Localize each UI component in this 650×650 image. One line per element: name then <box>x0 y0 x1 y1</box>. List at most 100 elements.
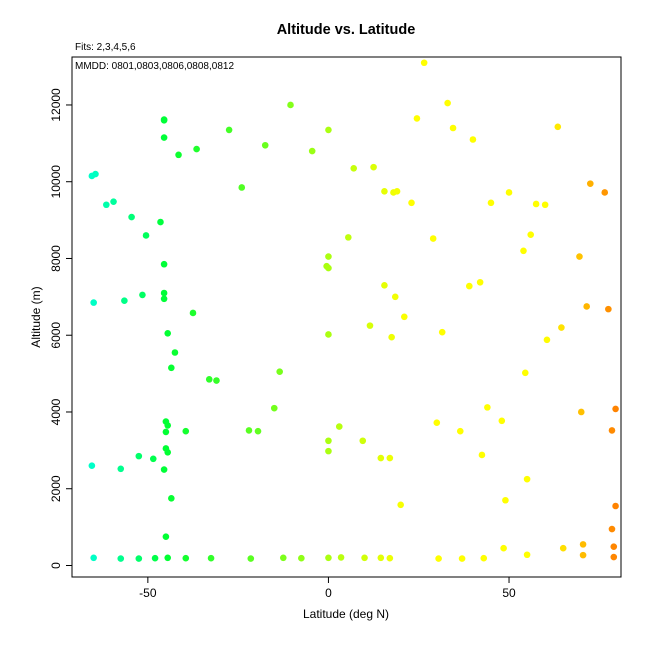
data-point <box>500 544 507 552</box>
data-point <box>103 201 110 209</box>
data-point <box>225 126 233 134</box>
data-point <box>337 554 345 561</box>
data-point <box>381 282 388 289</box>
data-point <box>558 324 565 331</box>
data-point <box>121 297 128 304</box>
data-point <box>325 554 332 562</box>
data-point <box>498 417 506 425</box>
data-point <box>386 454 394 462</box>
data-point <box>605 305 612 313</box>
data-point <box>207 554 215 562</box>
data-point <box>543 336 551 344</box>
data-point <box>128 213 135 221</box>
data-point <box>350 164 358 172</box>
data-point <box>476 278 484 286</box>
data-point <box>160 295 168 303</box>
data-point <box>444 99 451 107</box>
data-point <box>325 447 332 455</box>
data-point <box>449 124 457 132</box>
data-point <box>478 451 486 459</box>
data-point <box>164 330 172 337</box>
data-point <box>171 349 179 356</box>
data-point <box>245 427 253 434</box>
data-point <box>391 293 399 301</box>
data-point <box>576 253 583 260</box>
data-point <box>541 201 549 209</box>
data-point <box>377 454 385 462</box>
data-point <box>151 554 159 562</box>
data-points <box>88 59 619 562</box>
data-point <box>279 554 287 562</box>
data-point <box>117 555 125 562</box>
data-point <box>579 541 587 548</box>
y-tick-label: 12000 <box>49 88 63 122</box>
data-point <box>135 452 143 460</box>
data-point <box>325 264 332 272</box>
data-point <box>168 495 175 502</box>
data-point <box>610 553 618 561</box>
data-point <box>505 189 513 196</box>
data-point <box>160 289 168 297</box>
data-point <box>287 101 294 109</box>
x-tick-label: 0 <box>325 586 332 600</box>
data-point <box>397 501 404 509</box>
data-point <box>456 427 464 435</box>
data-point <box>458 555 466 562</box>
data-point <box>361 554 368 562</box>
data-point <box>413 115 421 122</box>
data-point <box>579 551 587 559</box>
data-point <box>164 422 172 429</box>
data-point <box>487 199 495 207</box>
data-point <box>160 134 168 141</box>
data-point <box>469 136 477 143</box>
data-point <box>527 231 535 238</box>
data-point <box>160 260 168 268</box>
data-point <box>270 404 278 412</box>
data-point <box>189 309 197 317</box>
data-point <box>92 170 99 178</box>
data-point <box>433 419 441 427</box>
data-point <box>610 543 618 550</box>
data-point <box>164 448 172 456</box>
data-point <box>308 147 316 155</box>
data-point <box>559 544 567 552</box>
data-point <box>298 554 305 562</box>
data-point <box>429 235 437 242</box>
data-point <box>435 555 442 562</box>
data-point <box>586 180 594 187</box>
data-point <box>193 145 200 153</box>
data-point <box>393 188 401 195</box>
data-point <box>325 126 332 134</box>
x-tick-label: 50 <box>502 586 516 600</box>
data-point <box>157 218 164 226</box>
data-point <box>381 188 388 195</box>
mmdd-annotation: MMDD: 0801,0803,0806,0808,0812 <box>75 61 234 72</box>
data-point <box>388 333 395 341</box>
data-point <box>480 554 488 562</box>
data-point <box>213 377 220 384</box>
data-point <box>370 163 377 171</box>
data-point <box>175 151 182 159</box>
data-point <box>521 369 529 377</box>
data-point <box>160 116 168 123</box>
y-tick-label: 2000 <box>49 475 63 502</box>
fits-annotation: Fits: 2,3,4,5,6 <box>75 42 136 53</box>
data-point <box>139 291 146 299</box>
data-point <box>612 502 619 510</box>
data-point <box>247 555 255 562</box>
y-tick-label: 8000 <box>49 245 63 272</box>
y-axis-label: Altitude (m) <box>29 286 43 347</box>
data-point <box>438 328 446 336</box>
data-point <box>182 554 190 562</box>
data-point <box>400 313 408 321</box>
data-point <box>261 141 269 149</box>
data-point <box>90 299 97 306</box>
data-point <box>160 466 168 473</box>
data-point <box>205 376 213 383</box>
y-tick-label: 4000 <box>49 398 63 425</box>
data-point <box>238 184 246 191</box>
x-axis-label: Latitude (deg N) <box>303 607 389 621</box>
data-point <box>162 533 170 541</box>
data-point <box>142 232 150 239</box>
